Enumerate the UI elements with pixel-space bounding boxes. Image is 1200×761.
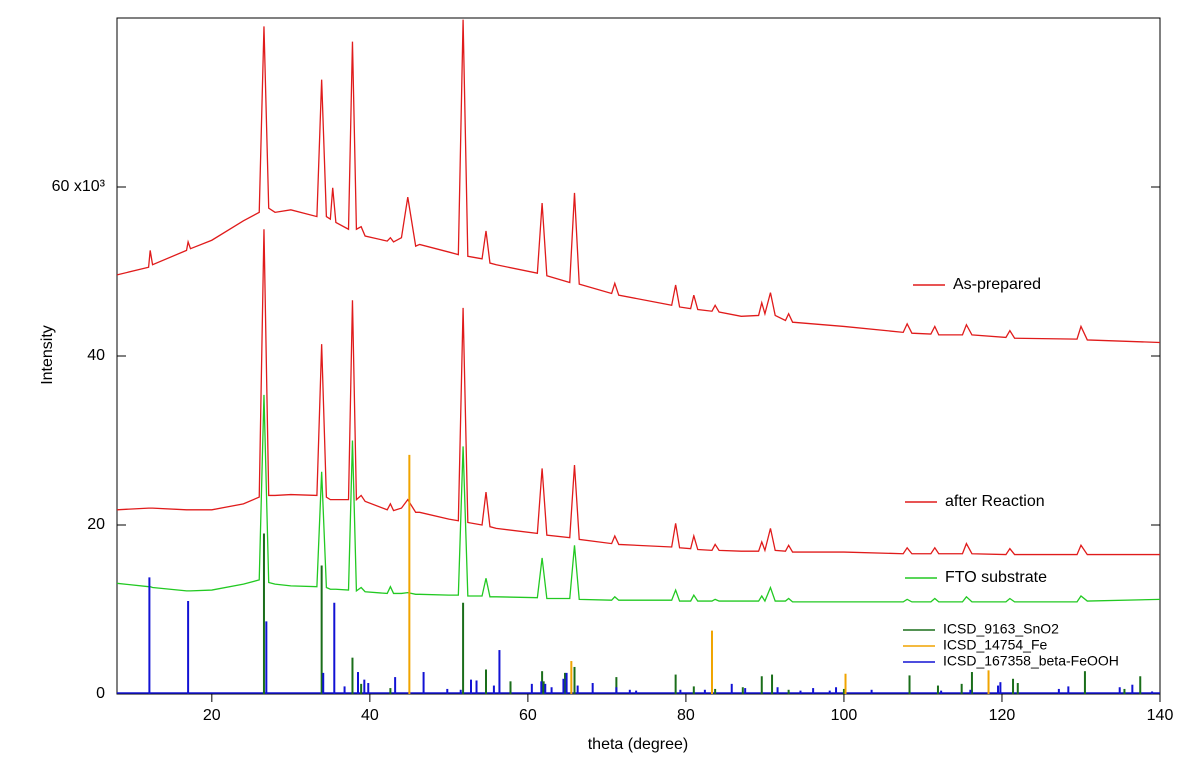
data-line [116, 394, 1161, 603]
y-tick-label: 20 [87, 516, 105, 533]
x-tick-label: 60 [519, 707, 537, 724]
y-axis-label: Intensity [39, 325, 56, 385]
x-tick-label: 140 [1147, 707, 1174, 724]
data-line [116, 229, 1160, 556]
x-tick-label: 40 [361, 707, 379, 724]
y-tick-label: 60 x10³ [52, 178, 106, 195]
x-tick-label: 80 [677, 707, 695, 724]
x-tick-label: 20 [203, 707, 221, 724]
legend-label: FTO substrate [945, 569, 1047, 586]
legend-label: As-prepared [953, 276, 1041, 293]
x-tick-label: 120 [989, 707, 1016, 724]
y-tick-label: 40 [87, 347, 105, 364]
legend-label: ICSD_9163_SnO2 [943, 621, 1059, 637]
data-line [116, 19, 1161, 344]
legend-label: ICSD_14754_Fe [943, 637, 1048, 653]
legend-label: ICSD_167358_beta-FeOOH [943, 653, 1119, 669]
y-tick-label: 0 [96, 685, 105, 702]
x-tick-label: 100 [831, 707, 858, 724]
plot-frame [116, 17, 1161, 695]
legend-label: after Reaction [945, 493, 1045, 510]
x-axis-label: theta (degree) [588, 736, 689, 753]
